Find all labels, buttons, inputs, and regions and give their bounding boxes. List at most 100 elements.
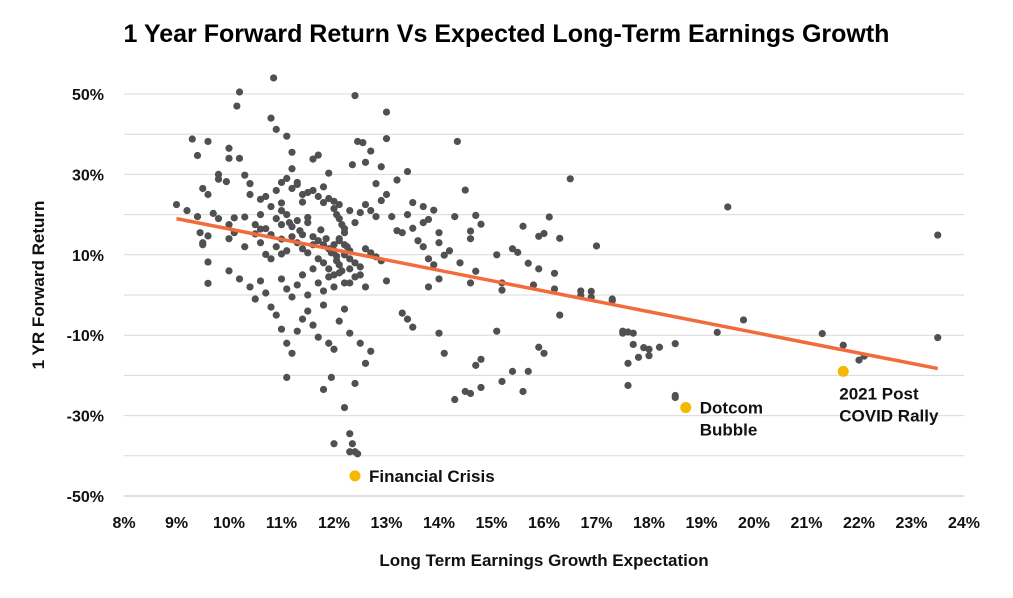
data-point	[818, 329, 826, 338]
data-point	[671, 393, 679, 402]
data-point	[451, 395, 459, 404]
data-point	[272, 215, 280, 223]
data-point	[524, 367, 532, 375]
data-point	[283, 247, 291, 255]
data-point	[309, 233, 317, 241]
data-point	[419, 243, 427, 251]
y-axis-title: 1 YR Forward Return	[29, 201, 48, 370]
data-point	[377, 196, 385, 205]
data-point	[346, 206, 354, 215]
data-point	[351, 92, 359, 100]
data-point	[424, 255, 433, 263]
data-point	[241, 171, 249, 179]
data-point	[251, 295, 259, 303]
data-point	[267, 114, 275, 122]
data-point	[466, 235, 475, 243]
data-point	[435, 275, 443, 283]
data-point	[225, 221, 233, 229]
data-point	[256, 277, 265, 285]
data-point	[309, 186, 317, 195]
data-point	[435, 229, 443, 237]
data-point	[272, 311, 280, 319]
data-point	[283, 339, 291, 347]
data-point	[222, 178, 230, 186]
data-point	[283, 132, 291, 140]
data-point	[314, 192, 322, 201]
data-point	[225, 154, 233, 162]
data-point	[393, 176, 401, 184]
data-point	[424, 283, 433, 291]
data-point	[204, 190, 212, 199]
x-tick-label: 15%	[475, 515, 507, 532]
data-point	[262, 289, 270, 297]
data-point	[424, 215, 433, 224]
data-point	[535, 265, 543, 273]
data-point	[493, 251, 501, 259]
data-point	[246, 190, 254, 199]
data-point	[335, 200, 343, 209]
data-point	[330, 283, 338, 291]
data-point	[262, 250, 270, 258]
data-point	[466, 227, 475, 235]
y-tick-label: -10%	[67, 328, 104, 345]
data-point	[304, 249, 312, 257]
data-point	[356, 208, 364, 217]
data-point	[314, 333, 322, 341]
data-point	[304, 291, 312, 299]
x-tick-label: 20%	[738, 515, 770, 532]
data-point	[330, 241, 338, 249]
data-point	[592, 242, 601, 250]
y-tick-label: 10%	[72, 248, 104, 265]
data-point	[403, 211, 412, 219]
data-point	[199, 239, 207, 247]
data-point	[472, 267, 480, 275]
data-point	[524, 259, 532, 267]
data-point	[283, 285, 291, 293]
data-point	[359, 139, 367, 147]
data-point	[272, 186, 280, 195]
data-point	[351, 219, 359, 227]
data-point	[304, 219, 312, 227]
data-point	[277, 275, 286, 283]
data-point	[550, 285, 559, 293]
data-point	[466, 279, 475, 287]
x-tick-label: 18%	[633, 515, 665, 532]
data-point	[430, 206, 438, 214]
data-point	[645, 352, 653, 360]
data-point	[356, 263, 364, 271]
gridlines	[124, 93, 964, 497]
data-point	[472, 361, 480, 369]
data-point	[340, 279, 349, 287]
data-point	[451, 213, 459, 221]
data-point	[519, 387, 527, 396]
data-point	[361, 200, 370, 209]
data-point	[477, 355, 485, 363]
data-point	[724, 203, 732, 211]
data-point	[283, 211, 291, 219]
data-point	[277, 325, 286, 333]
data-point	[256, 211, 265, 219]
x-tick-label: 21%	[790, 515, 822, 532]
data-point	[267, 255, 275, 263]
data-point	[419, 202, 427, 211]
data-point	[225, 235, 233, 243]
data-point	[262, 225, 270, 233]
x-axis-tick-labels: 8% 9% 10% 11% 12% 13% 14% 15% 16% 17% 18% 19% 20% 21%…	[112, 515, 980, 532]
data-point	[566, 175, 574, 183]
data-point	[671, 340, 679, 348]
data-point	[319, 198, 328, 207]
x-tick-label: 24%	[948, 515, 980, 532]
data-point	[398, 229, 406, 237]
data-point	[319, 287, 328, 295]
data-point	[214, 215, 223, 223]
data-point	[587, 287, 595, 295]
data-point	[325, 339, 333, 347]
x-tick-label: 23%	[895, 515, 927, 532]
data-point	[272, 125, 280, 133]
data-point	[508, 245, 517, 253]
data-point	[251, 221, 259, 229]
data-point	[514, 248, 522, 256]
data-point	[204, 232, 212, 240]
data-point	[382, 108, 391, 116]
data-point	[346, 279, 354, 287]
